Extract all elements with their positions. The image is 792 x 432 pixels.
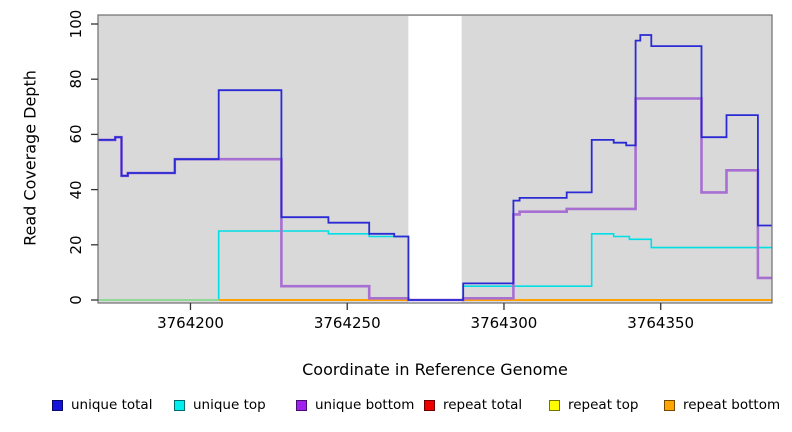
legend-label: unique top bbox=[193, 397, 266, 413]
repeat-total-swatch-icon bbox=[424, 399, 435, 411]
x-tick-label-3764350: 3764350 bbox=[627, 314, 695, 332]
x-axis-title: Coordinate in Reference Genome bbox=[302, 360, 568, 379]
legend-item-unique-bottom: unique bottom bbox=[296, 397, 414, 413]
legend-label: repeat bottom bbox=[683, 397, 781, 413]
legend-label: repeat total bbox=[443, 397, 523, 413]
repeat-top-swatch-icon bbox=[549, 399, 560, 411]
legend-item-repeat-total: repeat total bbox=[424, 397, 522, 413]
legend-item-unique-total: unique total bbox=[52, 397, 152, 413]
y-tick-label-80: 80 bbox=[67, 69, 85, 89]
plot-border bbox=[97, 14, 773, 304]
y-tick-label-0: 0 bbox=[67, 295, 85, 305]
y-tick-label-40: 40 bbox=[67, 180, 85, 200]
unique-top-swatch-icon bbox=[174, 399, 185, 411]
repeat-bottom-swatch-icon bbox=[664, 399, 675, 411]
y-axis-title: Read Coverage Depth bbox=[20, 70, 40, 246]
legend-label: unique bottom bbox=[315, 397, 415, 413]
legend-item-unique-top: unique top bbox=[174, 397, 266, 413]
series-unique-total bbox=[98, 34, 772, 301]
y-tick-label-20: 20 bbox=[67, 235, 85, 255]
legend-label: unique total bbox=[71, 397, 153, 413]
x-tick-label-3764250: 3764250 bbox=[313, 314, 381, 332]
legend-item-repeat-top: repeat top bbox=[549, 397, 638, 413]
y-tick-label-100: 100 bbox=[67, 9, 85, 39]
x-tick-label-3764300: 3764300 bbox=[470, 314, 538, 332]
x-tick-label-3764200: 3764200 bbox=[157, 314, 224, 332]
gap-region bbox=[408, 16, 462, 303]
unique-bottom-swatch-icon bbox=[296, 399, 307, 411]
legend-label: repeat top bbox=[568, 397, 639, 413]
unique-total-swatch-icon bbox=[52, 399, 63, 411]
legend-item-repeat-bottom: repeat bottom bbox=[664, 397, 780, 413]
y-tick-label-60: 60 bbox=[67, 124, 85, 144]
